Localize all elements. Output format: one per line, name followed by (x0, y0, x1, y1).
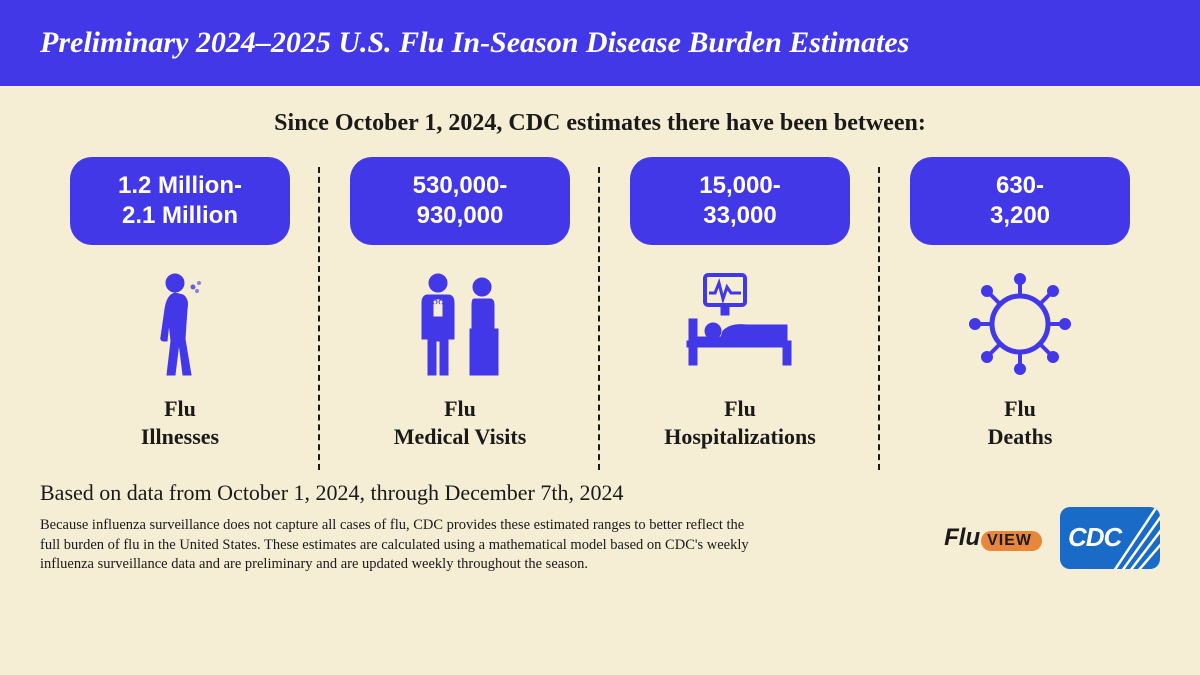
doctor-patient-icon (400, 259, 520, 389)
fluview-view-text: VIEW (981, 531, 1042, 551)
stat-label: Flu Deaths (988, 395, 1053, 450)
header-bar: Preliminary 2024–2025 U.S. Flu In-Season… (0, 0, 1200, 86)
stat-hospitalizations: 15,000- 33,000 Flu Hospitalizations (600, 157, 880, 450)
stat-medical-visits: 530,000- 930,000 Flu Medical Visits (320, 157, 600, 450)
stat-deaths: 630- 3,200 Flu Deaths (880, 157, 1160, 450)
logos: FluVIEW CDC (944, 507, 1160, 575)
cdc-logo-text: CDC (1068, 522, 1121, 553)
range-line-2: 3,200 (930, 201, 1110, 231)
footer-date-range: Based on data from October 1, 2024, thro… (40, 480, 924, 506)
range-line-1: 15,000- (650, 171, 830, 201)
range-line-2: 33,000 (650, 201, 830, 231)
stats-row: 1.2 Million- 2.1 Million Flu Illnesses 5… (0, 157, 1200, 450)
fluview-flu-text: Flu (944, 524, 980, 552)
footer-text-block: Based on data from October 1, 2024, thro… (40, 480, 924, 575)
range-line-1: 630- (930, 171, 1110, 201)
range-line-1: 1.2 Million- (90, 171, 270, 201)
stat-badge: 1.2 Million- 2.1 Million (70, 157, 290, 245)
footer: Based on data from October 1, 2024, thro… (0, 450, 1200, 575)
stat-badge: 15,000- 33,000 (630, 157, 850, 245)
sick-person-icon (145, 259, 215, 389)
stat-illnesses: 1.2 Million- 2.1 Million Flu Illnesses (40, 157, 320, 450)
stat-badge: 630- 3,200 (910, 157, 1130, 245)
subheading: Since October 1, 2024, CDC estimates the… (0, 86, 1200, 157)
page-title: Preliminary 2024–2025 U.S. Flu In-Season… (40, 26, 909, 59)
range-line-1: 530,000- (370, 171, 550, 201)
stat-label: Flu Medical Visits (394, 395, 527, 450)
virus-icon (965, 259, 1075, 389)
hospital-bed-icon (675, 259, 805, 389)
fluview-logo: FluVIEW (944, 524, 1042, 552)
stat-badge: 530,000- 930,000 (350, 157, 570, 245)
footer-note: Because influenza surveillance does not … (40, 516, 760, 575)
range-line-2: 930,000 (370, 201, 550, 231)
stat-label: Flu Illnesses (141, 395, 219, 450)
stat-label: Flu Hospitalizations (664, 395, 816, 450)
cdc-logo: CDC (1060, 507, 1160, 569)
range-line-2: 2.1 Million (90, 201, 270, 231)
